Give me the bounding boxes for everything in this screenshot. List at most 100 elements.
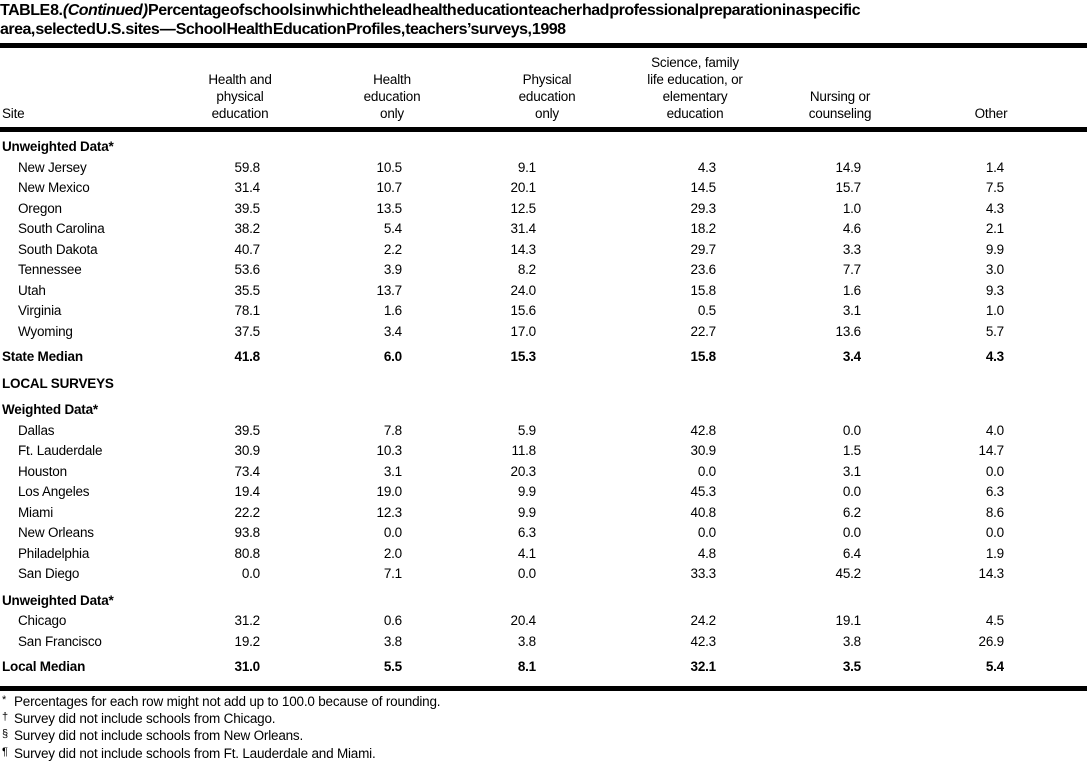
table-row: San Diego 0.0 7.1 0.0 33.3 45.2 14.3 [0, 564, 1087, 585]
footnote: § Survey did not include schools from New… [2, 728, 440, 745]
value-cell: 15.8 [690, 282, 716, 298]
value-cell: 59.8 [234, 159, 260, 175]
title-divider-rule [0, 43, 1087, 48]
value-cell: 6.3 [985, 484, 1004, 499]
value-cell: 12.5 [510, 200, 536, 216]
table-title-line2: area, selected U.S. sites — School Healt… [0, 21, 566, 38]
value-cell: 80.8 [234, 545, 260, 561]
footnote-marker: † [2, 711, 8, 724]
table-row: Chicago 31.2 0.6 20.4 24.2 19.1 4.5 [0, 611, 1087, 632]
value-cell: 37.5 [234, 323, 260, 339]
value-cell: 0.0 [697, 525, 716, 540]
site-cell: Weighted Data* [2, 402, 98, 417]
value-cell: 38.2 [234, 221, 260, 236]
value-cell: 39.5 [234, 422, 260, 438]
value-cell: 20.3 [510, 463, 536, 479]
spacer-cell [1004, 240, 1087, 261]
value-cell: 5.4 [985, 659, 1004, 674]
value-cell: 0.0 [985, 525, 1004, 540]
table-row: Oregon 39.5 13.5 12.5 29.3 1.0 4.3 [0, 199, 1087, 220]
value-cell: 3.8 [383, 633, 402, 649]
value-cell: 9.9 [517, 484, 536, 499]
value-cell: 0.0 [985, 463, 1004, 479]
value-cell: 20.4 [510, 613, 536, 628]
table-row: Los Angeles 19.4 19.0 9.9 45.3 0.0 6.3 [0, 482, 1087, 503]
table-row: Wyoming 37.5 3.4 17.0 22.7 13.6 5.7 [0, 322, 1087, 343]
value-cell: 9.1 [517, 159, 536, 175]
site-cell: Ft. Lauderdale [18, 443, 103, 458]
site-cell: Oregon [18, 200, 62, 216]
median-row: State Median 41.8 6.0 15.3 15.8 3.4 4.3 [0, 342, 1087, 368]
column-header-science-family-life-elementary: Science, family life education, or eleme… [647, 55, 743, 121]
value-cell: 5.7 [985, 323, 1004, 339]
site-cell: Local Median [2, 659, 86, 674]
site-cell: San Francisco [18, 633, 102, 649]
value-cell: 19.4 [234, 484, 260, 499]
value-cell: 0.0 [842, 422, 861, 438]
value-cell: 19.2 [234, 633, 260, 649]
section-row: LOCAL SURVEYS [0, 368, 1087, 395]
value-cell: 40.7 [234, 241, 260, 257]
value-cell: 20.1 [510, 180, 536, 195]
value-cell: 11.8 [511, 443, 536, 458]
section-row: Unweighted Data* [0, 136, 1087, 158]
value-cell: 4.5 [985, 613, 1004, 628]
value-cell: 0.0 [697, 463, 716, 479]
value-cell: 7.7 [842, 262, 861, 277]
value-cell: 8.1 [517, 659, 536, 674]
spacer-cell [1004, 523, 1087, 544]
value-cell: 3.1 [383, 463, 402, 479]
table-row: Dallas 39.5 7.8 5.9 42.8 0.0 4.0 [0, 421, 1087, 442]
spacer-cell [1004, 482, 1087, 503]
footnote-text: Survey did not include schools from Chic… [14, 711, 276, 727]
table-row: Philadelphia 80.8 2.0 4.1 4.8 6.4 1.9 [0, 544, 1087, 565]
value-cell: 19.1 [835, 613, 861, 628]
section-row: Weighted Data* [0, 394, 1087, 421]
site-cell: New Mexico [18, 180, 90, 195]
value-cell: 73.4 [234, 463, 260, 479]
site-cell: Miami [18, 504, 53, 520]
value-cell: 5.5 [383, 659, 402, 674]
value-cell: 9.3 [985, 282, 1004, 298]
value-cell: 3.1 [842, 463, 861, 479]
spacer-cell [1004, 503, 1087, 524]
footnote-marker: ¶ [2, 745, 8, 758]
column-header-nursing-or-counseling: Nursing or counseling [808, 89, 872, 121]
table-row: Miami 22.2 12.3 9.9 40.8 6.2 8.6 [0, 503, 1087, 524]
value-cell: 3.5 [842, 659, 861, 674]
value-cell: 26.9 [978, 633, 1004, 649]
value-cell: 31.4 [234, 180, 260, 195]
value-cell: 14.3 [978, 566, 1004, 581]
value-cell: 15.6 [510, 303, 536, 318]
value-cell: 0.5 [697, 303, 716, 318]
median-row: Local Median 31.0 5.5 8.1 32.1 3.5 5.4 [0, 652, 1087, 678]
value-cell: 6.3 [517, 525, 536, 540]
value-cell: 41.8 [234, 349, 260, 364]
value-cell: 6.2 [842, 504, 861, 520]
spacer-cell [1004, 342, 1087, 368]
value-cell: 0.6 [383, 613, 402, 628]
value-cell: 19.0 [376, 484, 402, 499]
table-row: Virginia 78.1 1.6 15.6 0.5 3.1 1.0 [0, 301, 1087, 322]
value-cell: 3.9 [383, 262, 402, 277]
value-cell: 45.2 [835, 566, 861, 581]
value-cell: 7.1 [383, 566, 402, 581]
value-cell: 42.8 [690, 422, 716, 438]
site-cell: New Jersey [18, 159, 87, 175]
spacer-cell [1004, 652, 1087, 678]
value-cell: 13.5 [376, 200, 402, 216]
site-cell: South Dakota [18, 241, 98, 257]
table-body: Unweighted Data* New Jersey 59.8 10.5 9.1 4.3… [0, 136, 1087, 678]
spacer-cell [1004, 441, 1087, 462]
value-cell: 3.8 [842, 633, 861, 649]
value-cell: 0.0 [383, 525, 402, 540]
value-cell: 15.7 [835, 180, 861, 195]
value-cell: 13.7 [376, 282, 402, 298]
value-cell: 13.6 [835, 323, 861, 339]
spacer-cell [1004, 421, 1087, 442]
footnotes: * Percentages for each row might not add … [2, 694, 441, 763]
value-cell: 3.4 [842, 349, 861, 364]
value-cell: 53.6 [234, 262, 260, 277]
site-cell: Philadelphia [18, 545, 90, 561]
value-cell: 9.9 [517, 504, 536, 520]
